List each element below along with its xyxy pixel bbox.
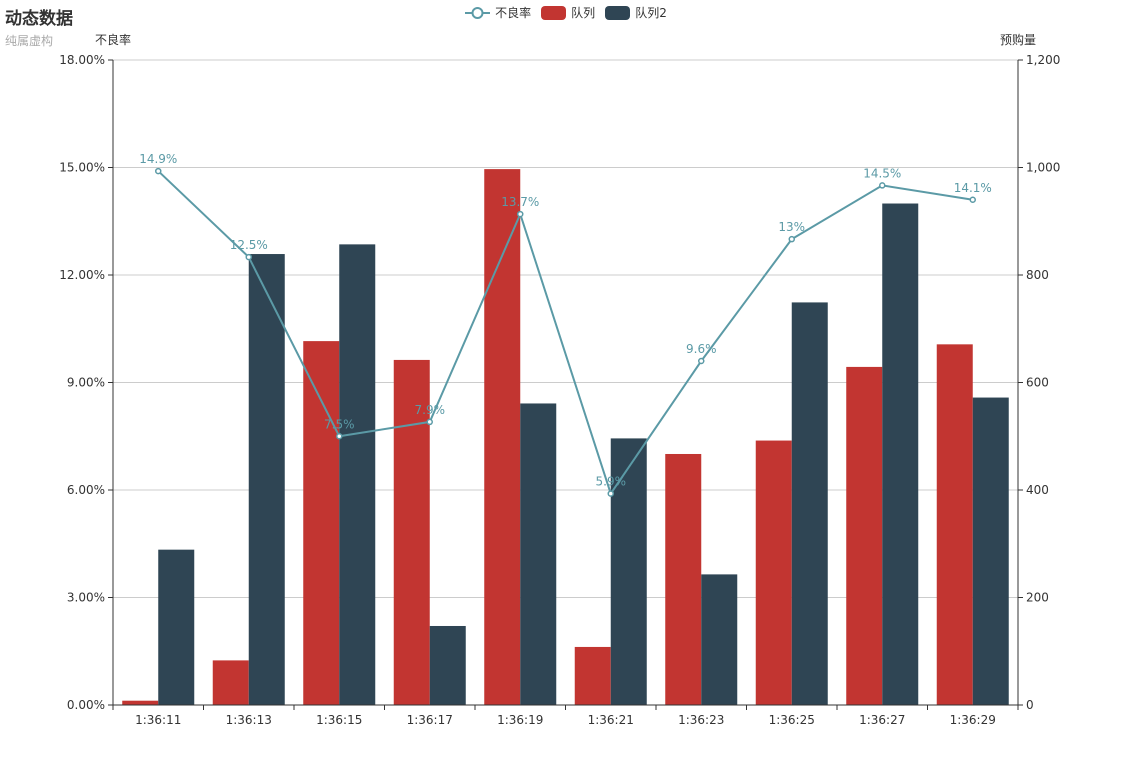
line-data-label: 12.5%	[230, 238, 268, 252]
bar-队列-1:36:15[interactable]	[303, 341, 340, 705]
chart-title: 动态数据	[5, 9, 73, 29]
legend-item-queue[interactable]: 队列	[541, 4, 595, 21]
legend-line-marker-icon	[465, 6, 491, 19]
bar-队列2-1:36:15[interactable]	[339, 244, 376, 706]
x-tick-label: 1:36:27	[859, 713, 905, 727]
line-point[interactable]	[879, 182, 886, 189]
line-point[interactable]	[155, 167, 162, 175]
legend-item-defect-rate[interactable]: 不良率	[465, 4, 531, 21]
legend-label: 不良率	[495, 6, 532, 20]
line-data-label: 13.7%	[501, 195, 539, 209]
line-data-label: 5.9%	[596, 475, 627, 489]
legend-item-queue2[interactable]: 队列2	[605, 4, 667, 21]
x-tick-label: 1:36:21	[588, 713, 634, 727]
legend: 不良率 队列 队列2	[0, 4, 1132, 21]
bar-队列2-1:36:25[interactable]	[791, 302, 828, 705]
left-tick-label: 12.00%	[59, 268, 105, 282]
bar-队列2-1:36:23[interactable]	[701, 574, 738, 705]
left-tick-label: 15.00%	[59, 161, 105, 175]
bar-队列2-1:36:29[interactable]	[972, 397, 1009, 705]
bar-队列2-1:36:19[interactable]	[520, 403, 557, 705]
left-tick-label: 18.00%	[59, 53, 105, 67]
line-point[interactable]	[336, 433, 343, 440]
right-tick-label: 1,200	[1026, 53, 1060, 67]
chart-subtitle: 纯属虚构	[5, 34, 54, 48]
line-point[interactable]	[969, 196, 976, 203]
bar-队列-1:36:19[interactable]	[484, 169, 521, 706]
x-tick-label: 1:36:19	[497, 713, 543, 727]
line-point[interactable]	[698, 357, 705, 365]
right-tick-label: 400	[1026, 483, 1049, 497]
bar-队列-1:36:25[interactable]	[755, 440, 792, 705]
bar-队列-1:36:13[interactable]	[212, 660, 249, 705]
line-data-label: 14.1%	[954, 181, 992, 195]
line-point[interactable]	[607, 490, 614, 497]
line-data-label: 14.5%	[863, 166, 901, 180]
right-tick-label: 1,000	[1026, 161, 1060, 175]
line-point[interactable]	[517, 210, 524, 218]
legend-label: 队列	[571, 6, 596, 20]
legend-swatch-icon	[605, 5, 631, 20]
line-data-label: 14.9%	[139, 152, 177, 166]
x-tick-label: 1:36:15	[316, 713, 362, 727]
bar-队列-1:36:11[interactable]	[122, 700, 159, 705]
left-tick-label: 9.00%	[67, 376, 105, 390]
bar-队列2-1:36:13[interactable]	[248, 254, 285, 705]
bar-队列-1:36:27[interactable]	[846, 366, 883, 705]
bar-队列-1:36:17[interactable]	[393, 359, 430, 705]
x-tick-label: 1:36:11	[135, 713, 181, 727]
right-tick-label: 200	[1026, 591, 1049, 605]
right-tick-label: 600	[1026, 376, 1049, 390]
line-series-不良率	[157, 170, 973, 496]
line-data-label: 7.9%	[415, 403, 446, 417]
bar-队列-1:36:21[interactable]	[574, 646, 611, 705]
legend-swatch-icon	[541, 5, 567, 20]
line-data-label: 13%	[778, 220, 805, 234]
x-tick-label: 1:36:23	[678, 713, 724, 727]
line-point[interactable]	[426, 418, 433, 426]
left-tick-label: 3.00%	[67, 591, 105, 605]
line-point[interactable]	[788, 235, 795, 243]
left-axis-name: 不良率	[95, 32, 131, 47]
bar-队列2-1:36:17[interactable]	[429, 625, 466, 705]
bar-队列2-1:36:11[interactable]	[158, 549, 195, 705]
x-tick-label: 1:36:17	[407, 713, 453, 727]
left-tick-label: 6.00%	[67, 483, 105, 497]
bar-队列2-1:36:27[interactable]	[882, 203, 919, 705]
line-data-label: 7.5%	[324, 417, 355, 431]
right-tick-label: 0	[1026, 698, 1034, 712]
x-tick-label: 1:36:25	[769, 713, 815, 727]
bar-队列2-1:36:21[interactable]	[610, 438, 647, 705]
x-tick-label: 1:36:29	[950, 713, 996, 727]
right-tick-label: 800	[1026, 268, 1049, 282]
x-tick-label: 1:36:13	[226, 713, 272, 727]
legend-label: 队列2	[635, 6, 667, 20]
line-data-label: 9.6%	[686, 342, 717, 356]
line-point[interactable]	[245, 253, 252, 261]
left-tick-label: 0.00%	[67, 698, 105, 712]
right-axis-name: 预购量	[1000, 32, 1036, 47]
bar-队列-1:36:23[interactable]	[665, 453, 702, 705]
bar-队列-1:36:29[interactable]	[936, 344, 973, 705]
